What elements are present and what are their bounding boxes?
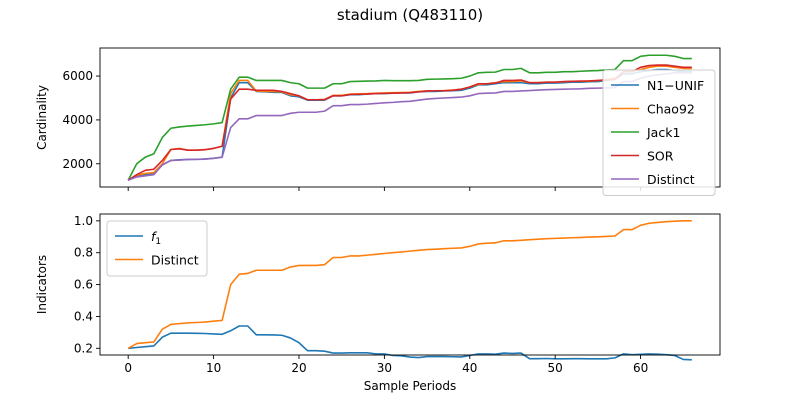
legend: N1−UNIF Chao92 Jack1 SOR Distinct <box>602 69 716 196</box>
y-axis-label: Indicators <box>35 255 49 314</box>
x-tick-label: 40 <box>462 361 477 375</box>
series-line-sor <box>127 64 692 181</box>
legend-label-n1-unif: N1−UNIF <box>647 78 704 93</box>
y-tick-label: 0.4 <box>74 309 93 323</box>
y-tick-label: 0.8 <box>74 246 93 260</box>
y-tick-label: 0.6 <box>74 278 93 292</box>
legend-label-chao92: Chao92 <box>647 102 695 117</box>
y-tick-label: 2000 <box>62 157 93 171</box>
series-line-distinct <box>127 71 692 181</box>
x-tick-label: 30 <box>377 361 392 375</box>
legend-label-distinct: Distinct <box>647 172 695 187</box>
legend-label-jack1: Jack1 <box>646 125 680 140</box>
series-line-f1 <box>128 325 692 361</box>
legend-box <box>602 69 716 196</box>
x-axis-label: Sample Periods <box>364 379 456 393</box>
legend-label-f1: f1 <box>151 229 161 247</box>
x-tick-label: 10 <box>206 361 221 375</box>
legend-box <box>106 220 208 277</box>
legend-label-sor: SOR <box>647 149 674 164</box>
x-tick-label: 60 <box>633 361 648 375</box>
y-tick-label: 0.2 <box>74 341 93 355</box>
cardinality-plot: 2000 4000 6000 Cardinality N1−UNIF Chao92 Jack… <box>35 47 721 196</box>
series-line-distinct <box>127 220 692 350</box>
indicators-plot: 0 10 20 30 40 50 60 0.2 0.4 0.6 0.8 1.0 Indicators Sa… <box>35 213 721 393</box>
legend-label-distinct: Distinct <box>151 253 199 268</box>
y-tick-label: 6000 <box>62 69 93 83</box>
x-tick-label: 50 <box>548 361 563 375</box>
legend: f1 Distinct <box>106 220 208 277</box>
axes-frame <box>99 47 721 188</box>
y-tick-label: 4000 <box>62 113 93 127</box>
series-line-jack1 <box>127 54 692 181</box>
x-tick-label: 20 <box>291 361 306 375</box>
y-axis-label: Cardinality <box>35 85 49 150</box>
figure-title: stadium (Q483110) <box>337 6 483 24</box>
y-tick-label: 1.0 <box>74 214 93 228</box>
x-tick-label: 0 <box>124 361 132 375</box>
